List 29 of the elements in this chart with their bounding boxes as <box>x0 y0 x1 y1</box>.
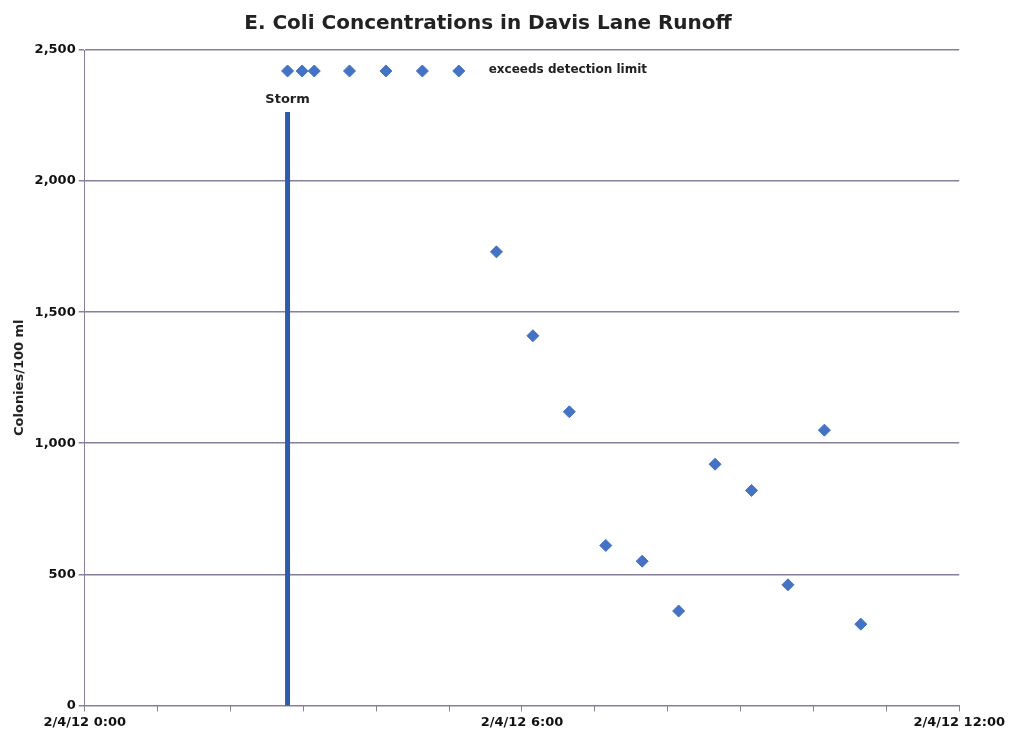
x-tick-label: 2/4/12 12:00 <box>913 713 1005 729</box>
point <box>452 64 466 78</box>
point <box>672 604 686 618</box>
chart-title: E. Coli Concentrations in Davis Lane Runoff <box>244 10 733 35</box>
y-tick-label: 2,500 <box>34 41 76 57</box>
point <box>415 64 429 78</box>
x-tick-label: 2/4/12 6:00 <box>480 713 564 729</box>
y-tick-label: 2,000 <box>34 172 76 188</box>
point <box>489 245 503 259</box>
y-tick-label: 1,000 <box>34 434 76 450</box>
point <box>526 329 540 343</box>
y-axis-title: Colonies/100 ml <box>11 319 27 436</box>
y-tick-label: 500 <box>48 565 76 581</box>
annotation: exceeds detection limit <box>488 61 648 76</box>
point <box>343 64 356 78</box>
point <box>745 483 759 497</box>
point <box>781 578 795 592</box>
y-tick-label: 0 <box>66 696 76 712</box>
x-tick-label: 2/4/12 0:00 <box>43 713 126 729</box>
point <box>599 538 613 552</box>
point <box>635 554 649 568</box>
point <box>562 405 576 419</box>
point <box>708 457 722 471</box>
point <box>379 64 393 78</box>
ref-line-label: Storm <box>265 90 310 106</box>
point <box>817 423 831 437</box>
point <box>854 617 868 631</box>
y-tick-label: 1,500 <box>34 303 76 319</box>
point <box>307 64 321 78</box>
